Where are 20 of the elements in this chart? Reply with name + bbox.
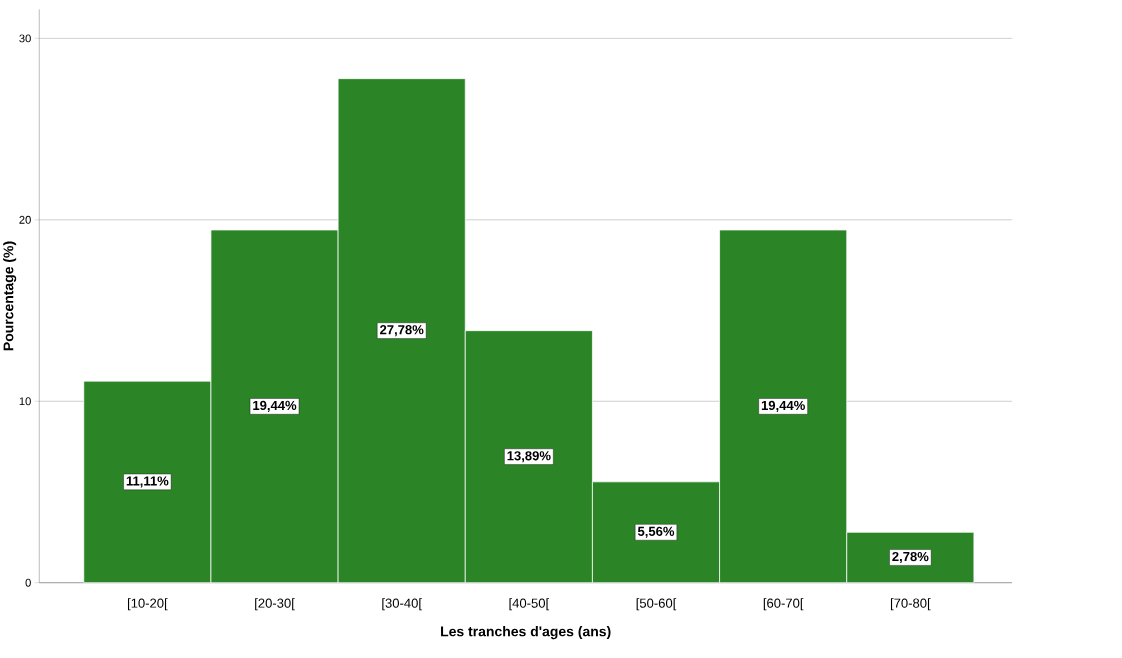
x-tick-label: [10-20[ bbox=[127, 598, 168, 611]
y-tick-label: 10 bbox=[19, 397, 31, 406]
data-label: 13,89% bbox=[507, 451, 551, 463]
y-axis-title: Pourcentage (%) bbox=[3, 241, 17, 351]
data-label: 27,78% bbox=[380, 325, 424, 337]
x-tick-label: [60-70[ bbox=[763, 598, 804, 611]
data-label: 11,11% bbox=[126, 476, 169, 488]
x-axis-title: Les tranches d'ages (ans) bbox=[441, 626, 611, 640]
data-label: 5,56% bbox=[637, 526, 675, 539]
x-tick-label: [40-50[ bbox=[509, 598, 550, 611]
x-tick-label: [30-40[ bbox=[382, 598, 422, 611]
y-tick-label: 0 bbox=[25, 578, 31, 587]
data-label: 19,44% bbox=[253, 400, 297, 413]
x-tick-label: [70-80[ bbox=[890, 598, 931, 611]
y-tick-label: 20 bbox=[19, 216, 31, 224]
x-tick-label: [20-30[ bbox=[255, 598, 295, 611]
x-tick-label: [50-60[ bbox=[636, 598, 677, 611]
data-label: 19,44% bbox=[761, 400, 805, 413]
y-tick-label: 30 bbox=[19, 34, 31, 43]
data-label: 2,78% bbox=[892, 552, 929, 564]
